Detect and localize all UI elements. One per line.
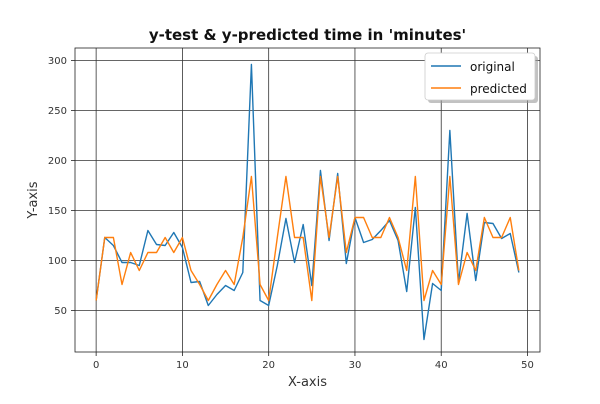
x-tick-label: 0 xyxy=(93,360,99,371)
series-line-original xyxy=(95,63,520,341)
legend-label-predicted: predicted xyxy=(470,82,527,96)
x-tick-label: 20 xyxy=(262,360,275,371)
y-tick-label: 300 xyxy=(48,56,67,67)
y-axis-label: Y-axis xyxy=(26,181,41,219)
x-tick-label: 10 xyxy=(176,360,189,371)
y-tick-label: 50 xyxy=(54,306,67,317)
x-tick-label: 50 xyxy=(521,360,534,371)
x-axis-label: X-axis xyxy=(288,375,327,390)
y-tick-label: 200 xyxy=(48,156,67,167)
series-lines xyxy=(95,63,520,341)
legend: original predicted xyxy=(424,52,538,103)
plot-frame xyxy=(74,47,541,353)
axis-ticks: 0 10 20 30 40 50 50 100 150 200 250 300 xyxy=(48,56,534,371)
x-tick-label: 30 xyxy=(349,360,362,371)
y-tick-label: 250 xyxy=(48,106,67,117)
y-tick-label: 150 xyxy=(48,206,67,217)
chart-title: y-test & y-predicted time in 'minutes' xyxy=(149,26,466,44)
legend-label-original: original xyxy=(470,60,515,74)
x-tick-label: 40 xyxy=(435,360,448,371)
y-tick-label: 100 xyxy=(48,256,67,267)
series-line-predicted xyxy=(95,175,520,302)
